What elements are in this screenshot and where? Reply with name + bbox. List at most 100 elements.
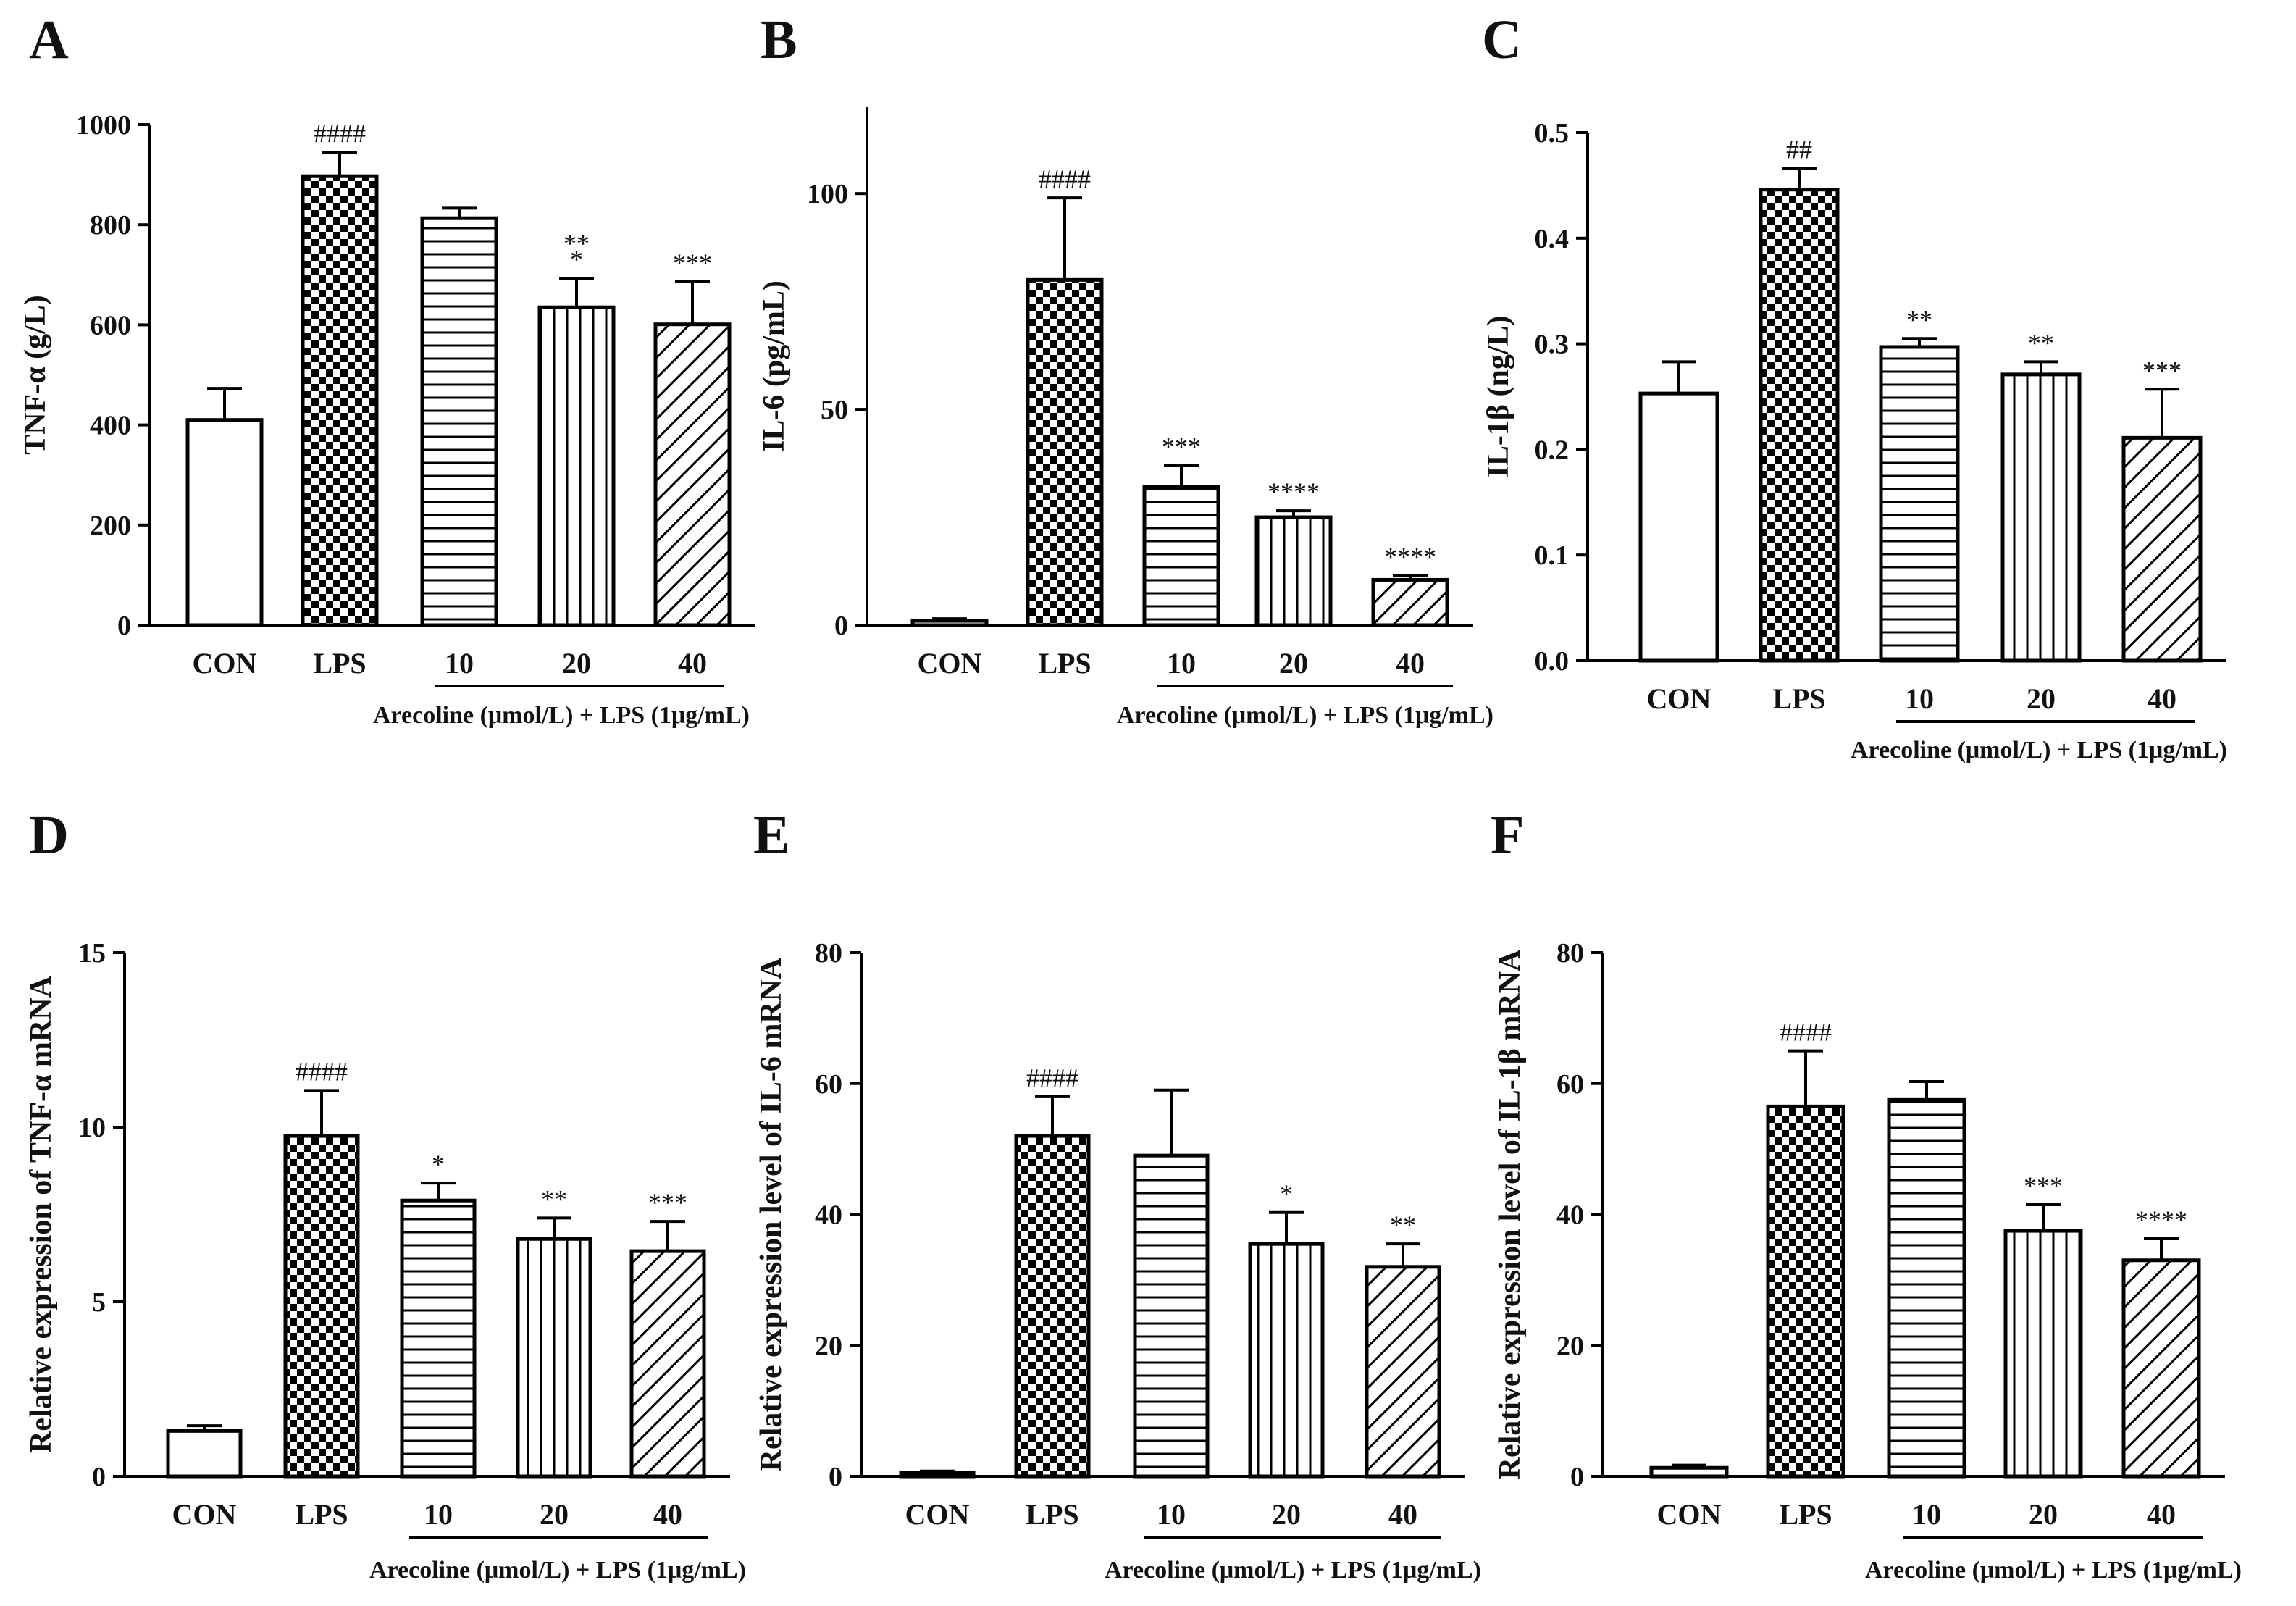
y-tick-label: 80 (815, 938, 842, 969)
y-tick-label: 15 (78, 938, 106, 969)
y-tick-label: 0.4 (1535, 224, 1570, 254)
significance-label: #### (296, 1057, 348, 1086)
bar-40 (653, 322, 732, 627)
bar-10 (1887, 1097, 1966, 1479)
group-label: Arecoline (μmol/L) + LPS (1μg/mL) (1105, 1557, 1481, 1584)
significance-label: **** (1268, 477, 1320, 506)
significance-label: ** (1906, 305, 1932, 334)
significance-label: ** (563, 229, 590, 258)
panel-e: E 0 20 40 60 80 Relative expression level of I… (753, 805, 1481, 1584)
significance-label: #### (314, 119, 366, 148)
panel-letter-a: A (29, 9, 69, 70)
bar-20 (2000, 372, 2082, 663)
y-tick-label: 10 (78, 1113, 106, 1143)
x-tick-label: 20 (1279, 647, 1308, 679)
x-tick-label: 20 (562, 647, 591, 679)
x-tick-label: 10 (445, 647, 474, 679)
significance-label: *** (2142, 356, 2182, 385)
bar-lps (283, 1134, 360, 1479)
x-tick-label: 10 (1157, 1498, 1186, 1531)
bar-20 (516, 1237, 592, 1479)
x-tick-label: 20 (1272, 1498, 1301, 1531)
significance-label: *** (648, 1188, 687, 1217)
panel-f: F 0 20 40 60 80 Relative expression level of I… (1491, 805, 2242, 1584)
x-tick-label: 40 (678, 647, 707, 679)
x-tick-label: 10 (1167, 647, 1196, 679)
y-tick-label: 600 (90, 310, 131, 340)
bar-20 (1254, 515, 1333, 627)
bar-20 (537, 305, 616, 627)
y-tick-label: 1000 (76, 110, 131, 141)
x-tick-label: 20 (2027, 682, 2056, 715)
bar-40 (1371, 577, 1449, 627)
bar-20 (1248, 1242, 1325, 1479)
y-axis-label: Relative expression of TNF-α mRNA (25, 975, 58, 1452)
bar-con (910, 619, 989, 627)
y-tick-label: 800 (90, 210, 131, 241)
bar-lps (301, 174, 379, 627)
y-tick-label: 200 (90, 511, 131, 541)
y-tick-label: 60 (1556, 1069, 1584, 1100)
bar-10 (400, 1198, 477, 1479)
group-label: Arecoline (μmol/L) + LPS (1μg/mL) (1865, 1557, 2242, 1584)
group-label: Arecoline (μmol/L) + LPS (1μg/mL) (1117, 702, 1493, 729)
x-tick-label: 10 (424, 1498, 453, 1531)
x-tick-label: LPS (295, 1498, 348, 1531)
y-axis-label: IL-1β (ng/L) (1482, 316, 1515, 478)
panel-letter-d: D (29, 805, 69, 866)
x-tick-label: CON (1647, 682, 1711, 715)
bar-40 (629, 1249, 706, 1479)
bar-lps (1026, 277, 1104, 627)
panel-letter-b: B (761, 9, 797, 70)
significance-label: * (432, 1150, 445, 1179)
group-label: Arecoline (μmol/L) + LPS (1μg/mL) (369, 1557, 746, 1584)
y-axis-label: Relative expression level of IL-1β mRNA (1493, 949, 1527, 1479)
y-tick-label: 0 (92, 1462, 106, 1492)
panel-letter-c: C (1482, 9, 1522, 70)
x-tick-label: LPS (1772, 682, 1825, 715)
x-tick-label: 40 (1388, 1498, 1417, 1531)
x-tick-label: LPS (1779, 1498, 1832, 1531)
bar-10 (420, 216, 498, 627)
y-tick-label: 0.2 (1535, 435, 1570, 465)
x-tick-label: 10 (1912, 1498, 1941, 1531)
significance-label: * (570, 245, 583, 274)
significance-label: **** (2135, 1205, 2187, 1234)
group-label: Arecoline (μmol/L) + LPS (1μg/mL) (1851, 737, 2227, 764)
bar-40 (2121, 1258, 2201, 1479)
significance-label: *** (1162, 432, 1201, 461)
significance-label: ** (541, 1184, 567, 1213)
x-tick-label: 40 (653, 1498, 682, 1531)
x-tick-label: 20 (540, 1498, 569, 1531)
y-tick-label: 40 (815, 1200, 842, 1231)
y-tick-label: 80 (1556, 938, 1584, 969)
bar-lps (1766, 1104, 1845, 1479)
bar-40 (2121, 435, 2203, 663)
significance-label: ** (2028, 328, 2054, 357)
x-tick-label: LPS (313, 647, 366, 679)
y-tick-label: 60 (815, 1069, 842, 1100)
y-tick-label: 100 (807, 179, 848, 209)
y-tick-label: 0 (117, 611, 131, 641)
x-tick-label: CON (905, 1498, 970, 1531)
significance-label: **** (1384, 542, 1436, 571)
y-axis-label: IL-6 (pg/mL) (758, 280, 791, 452)
y-tick-label: 20 (1556, 1331, 1584, 1361)
significance-label: #### (1039, 164, 1091, 193)
bar-lps (1014, 1134, 1091, 1479)
bar-con (185, 418, 264, 627)
x-tick-label: CON (918, 647, 982, 679)
bar-10 (1879, 345, 1960, 663)
bar-con (1638, 391, 1719, 663)
bar-10 (1133, 1153, 1210, 1479)
y-tick-label: 0 (1570, 1462, 1584, 1492)
y-axis-label: Relative expression level of IL-6 mRNA (755, 957, 788, 1471)
x-tick-label: CON (1657, 1498, 1722, 1531)
panel-c: C 0.0 0.1 0.2 0.3 0.4 0.5 IL-1β (ng/L) CON ## LPS *… (1482, 9, 2227, 764)
y-tick-label: 400 (90, 411, 131, 441)
x-tick-label: 20 (2029, 1498, 2058, 1531)
significance-label: *** (673, 248, 712, 277)
significance-label: ** (1390, 1210, 1416, 1239)
bar-con (166, 1429, 243, 1479)
significance-label: *** (2024, 1171, 2063, 1200)
